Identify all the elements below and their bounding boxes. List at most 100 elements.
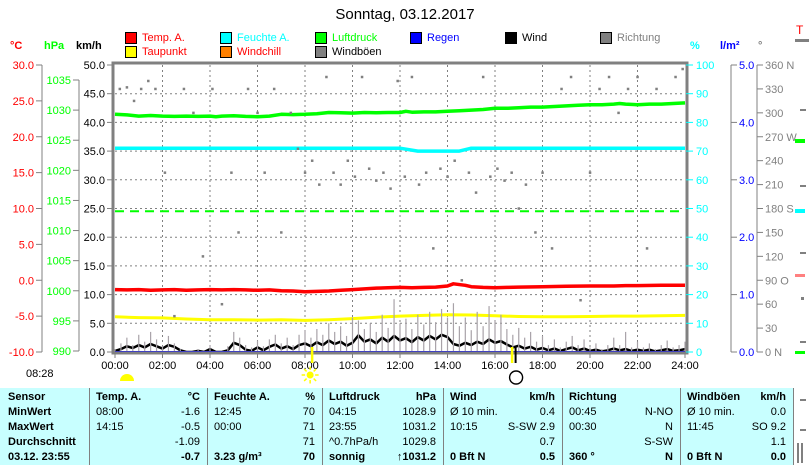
direction-point <box>588 171 592 174</box>
legend-label: Wind <box>522 31 548 44</box>
x-axis-tick-label: 12:00 <box>386 360 414 372</box>
axis-tick-label: 240 <box>765 156 783 168</box>
axis-tick-label: 990 <box>53 346 71 358</box>
axis-tick-label: 0 <box>696 347 702 359</box>
cell-left: ^0.7hPa/h <box>329 436 379 448</box>
cell-right: ↑1031.2 <box>396 451 436 463</box>
direction-point <box>417 183 421 186</box>
axis-tick-label: 150 <box>765 227 783 239</box>
axis-tick-label: 1000 <box>47 286 71 298</box>
legend-swatch <box>220 45 232 58</box>
axis-tick-label: 0.0 <box>739 347 754 359</box>
cell-right: 0.0 <box>770 406 786 418</box>
cell-right: 70 <box>302 406 315 418</box>
direction-point <box>125 86 129 89</box>
table-row-maxwert: MaxWert 14:15 -0.5 00:00 71 23:55 1031.2 10:15 S… <box>0 420 794 435</box>
axis-tick-label: 60 <box>696 175 708 187</box>
axis-unit-celsius: °C <box>10 40 23 52</box>
cell-left: Ø 10 min. <box>450 406 498 418</box>
cell-right: km/h <box>760 391 786 403</box>
direction-point <box>296 147 300 151</box>
cell-left: 23:55 <box>329 421 357 433</box>
cell-right: 1028.9 <box>402 406 436 418</box>
axis-tick-label: 35.0 <box>84 146 105 158</box>
cell-right: % <box>305 391 315 403</box>
direction-point <box>339 183 342 186</box>
edge-marker <box>800 399 806 401</box>
axis-tick-label: 1025 <box>47 135 71 147</box>
y-axis-celsius: 30.0 25.0 20.0 15.0 10.0 5.0 0.0 -5.0 -10.0 <box>9 60 43 359</box>
cell-right: 1.1 <box>770 436 786 448</box>
legend-item-feuchte-a-: Feuchte A. <box>220 29 290 44</box>
edge-marker <box>801 443 803 463</box>
series-taupunkt <box>114 313 686 322</box>
direction-point <box>367 167 371 170</box>
cell-right: °C <box>187 391 200 403</box>
truncated-panel-label: T <box>796 23 804 37</box>
legend-swatch <box>600 31 612 44</box>
direction-point <box>325 75 328 79</box>
x-axis: 00:00 02:00 04:00 06:00 08:00 10:00 12:00 14:00… <box>101 352 699 372</box>
series-windb-en <box>114 299 686 352</box>
axis-tick-label: 5.0 <box>90 318 105 330</box>
axis-unit-degrees: ° <box>758 40 763 52</box>
cell-left: Feuchte A. <box>214 391 270 403</box>
direction-point <box>280 231 283 234</box>
axis-tick-label: 1.0 <box>739 290 754 302</box>
axis-tick-label: 1030 <box>47 105 71 117</box>
cell-right: 71 <box>302 436 315 448</box>
right-edge-markers <box>795 39 809 463</box>
cell-right: -0.5 <box>181 421 200 433</box>
row-label: Sensor <box>8 391 46 403</box>
table-divider <box>793 388 794 465</box>
cell-right: -0.7 <box>181 451 200 463</box>
row-label: Durchschnitt <box>8 436 76 448</box>
table-divider <box>89 388 90 465</box>
sun-ray <box>313 378 317 382</box>
edge-marker <box>800 109 806 111</box>
axis-tick-label: 120 <box>765 251 783 263</box>
axis-tick-label: 0 N <box>765 347 782 359</box>
legend-label: Feuchte A. <box>237 31 290 44</box>
axis-unit-hpa: hPa <box>44 40 65 52</box>
legend-label: Taupunkt <box>142 45 187 58</box>
series-richtung <box>118 67 684 354</box>
cell-left: 08:00 <box>96 406 124 418</box>
axis-tick-label: 995 <box>53 316 71 328</box>
table-divider <box>207 388 208 465</box>
sunrise-time: 08:28 <box>26 368 54 380</box>
cell-right: 71 <box>302 421 315 433</box>
axis-tick-label: 30.0 <box>84 175 105 187</box>
direction-point <box>460 279 464 282</box>
x-axis-tick-label: 06:00 <box>244 360 272 372</box>
direction-point <box>360 75 364 79</box>
axis-tick-label: 60 <box>765 299 777 311</box>
axis-tick-label: 300 <box>765 108 783 120</box>
page-title: Sonntag, 03.12.2017 <box>335 6 475 23</box>
direction-point <box>534 231 537 234</box>
axis-tick-label: 1010 <box>47 226 71 238</box>
legend-swatch <box>220 31 232 44</box>
direction-point <box>263 171 266 174</box>
table-divider <box>322 388 323 465</box>
cell-right: SO 9.2 <box>751 421 786 433</box>
series-luftdruck <box>114 101 686 119</box>
direction-point <box>246 87 250 91</box>
edge-marker <box>800 429 806 431</box>
edge-marker <box>797 443 799 463</box>
axis-tick-label: 5.0 <box>19 239 34 251</box>
legend-label: Windböen <box>332 45 382 58</box>
x-axis-tick-label: 20:00 <box>576 360 604 372</box>
direction-point <box>318 183 321 186</box>
axis-tick-label: 360 N <box>765 60 794 72</box>
direction-point <box>607 75 611 79</box>
axis-tick-label: 0.0 <box>90 347 105 359</box>
cell-right: 1031.2 <box>402 421 436 433</box>
cell-right: N <box>665 451 673 463</box>
axis-tick-label: 3.0 <box>739 175 754 187</box>
axis-tick-label: 15.0 <box>13 168 34 180</box>
legend-swatch <box>125 45 137 58</box>
direction-point <box>389 187 392 190</box>
direction-point <box>201 255 205 258</box>
